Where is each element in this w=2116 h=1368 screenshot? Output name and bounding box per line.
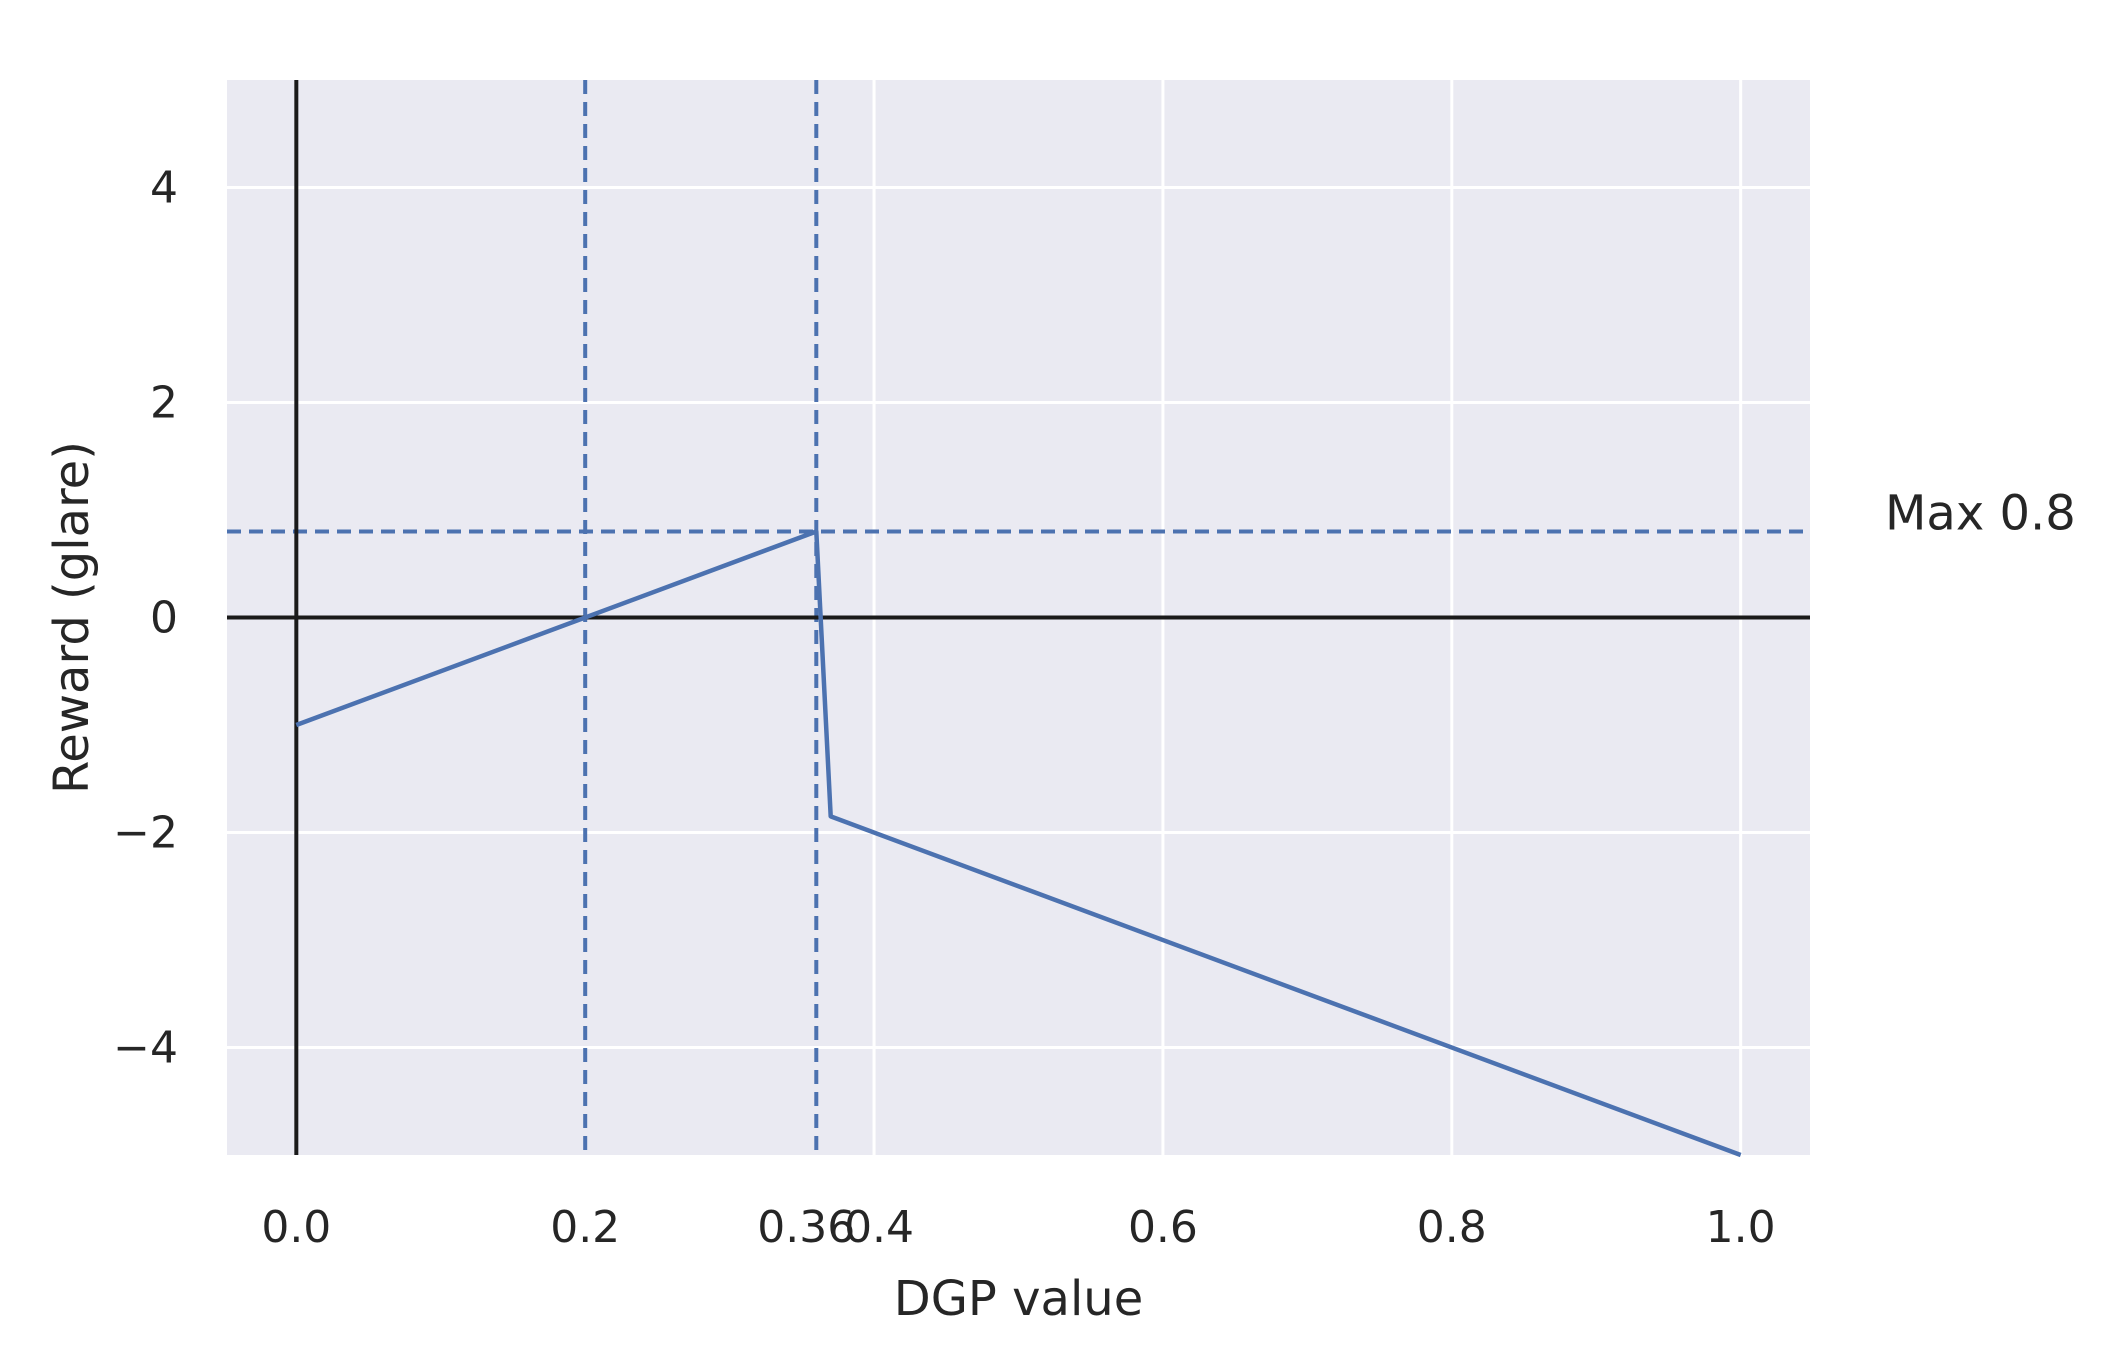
y-tick-label: −2: [113, 808, 178, 859]
x-axis-title: DGP value: [894, 1271, 1143, 1327]
max-annotation: Max 0.8: [1885, 486, 2076, 542]
y-tick-label: −4: [113, 1023, 178, 1074]
x-tick-label: 0.8: [1417, 1202, 1487, 1253]
x-tick-label: 0.4: [844, 1202, 914, 1253]
x-tick-label: 0.36: [757, 1202, 855, 1253]
y-axis-title: Reward (glare): [44, 441, 100, 794]
reward-series-line: [295, 529, 1742, 1158]
series-layer: [295, 529, 1742, 1158]
x-tick-label: 0.6: [1128, 1202, 1198, 1253]
y-tick-label: 2: [150, 378, 178, 429]
y-tick-label: 0: [150, 593, 178, 644]
x-tick-label: 0.0: [261, 1202, 331, 1253]
tick-labels: 0.0 0.2 0.360.4 0.6 0.8 1.0 4 2 0 −2 −4: [113, 163, 1776, 1254]
y-tick-label: 4: [150, 163, 178, 214]
x-tick-label: 0.2: [550, 1202, 620, 1253]
x-tick-label: 1.0: [1706, 1202, 1776, 1253]
